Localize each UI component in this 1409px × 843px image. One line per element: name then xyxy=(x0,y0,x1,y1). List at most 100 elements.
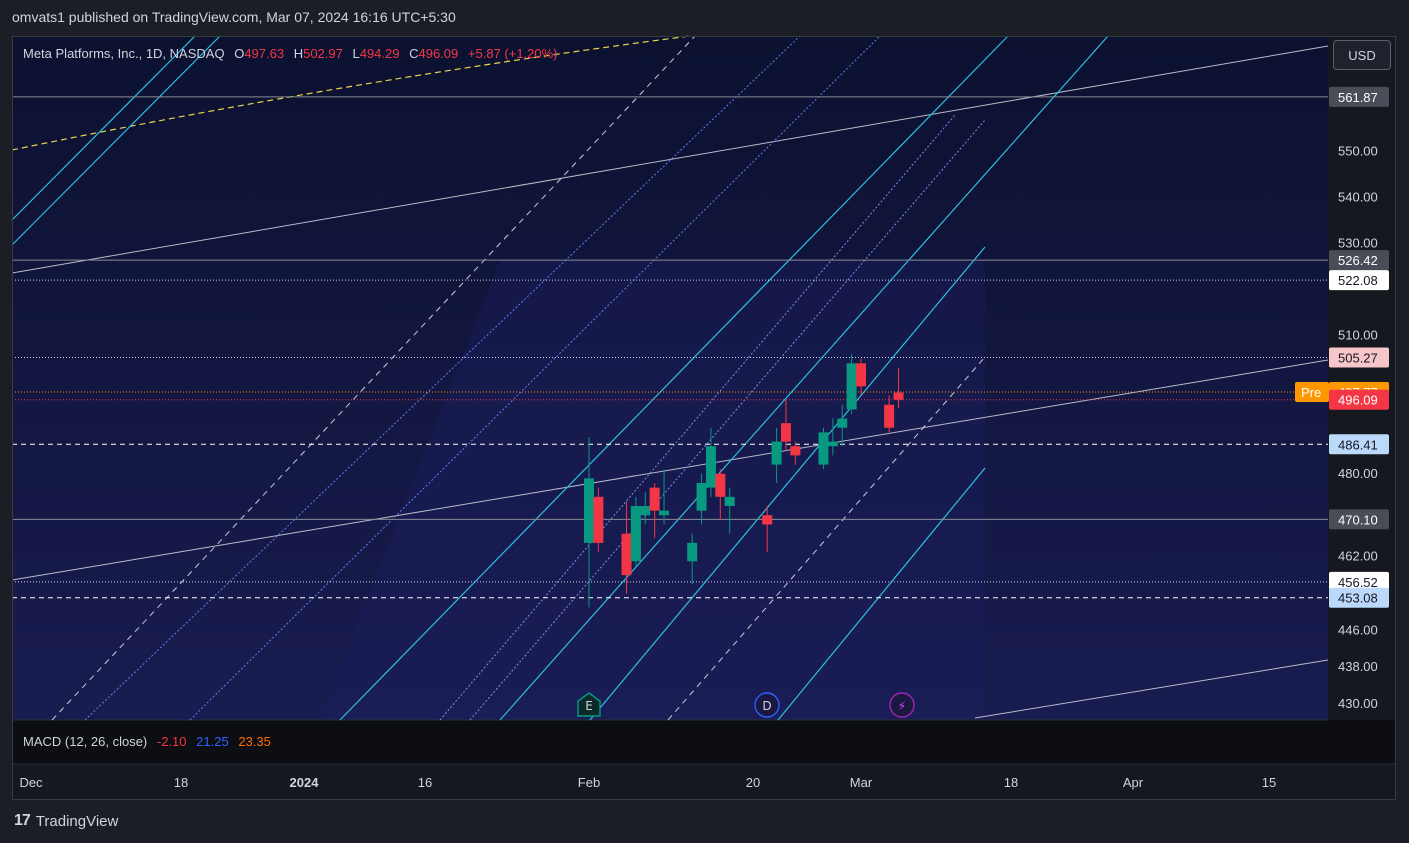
premarket-label: Pre xyxy=(1301,385,1321,400)
tradingview-brand[interactable]: 17 TradingView xyxy=(14,812,118,830)
premarket-badge xyxy=(1295,382,1329,403)
price-tag xyxy=(1329,347,1389,368)
date-tick-label: 2024 xyxy=(290,775,320,790)
event-markers: E D ⚡ xyxy=(577,692,915,718)
candle-body[interactable] xyxy=(715,473,726,497)
candle-body[interactable] xyxy=(584,478,594,543)
candle-body[interactable] xyxy=(762,515,773,525)
date-tick-label: 16 xyxy=(418,775,432,790)
macd-signal-value: 21.25 xyxy=(196,734,229,749)
currency-button[interactable]: USD xyxy=(1333,40,1391,70)
price-tick-label: 438.00 xyxy=(1338,659,1378,674)
earnings-icon[interactable]: E xyxy=(577,692,601,717)
high-value: 502.97 xyxy=(303,46,343,61)
candle-body[interactable] xyxy=(593,496,604,543)
date-ticks: Dec 18 2024 16 Feb 20 Mar 18 Apr 15 xyxy=(19,775,1276,790)
cyan-line-3 xyxy=(339,35,1009,721)
macd-pane xyxy=(12,720,1396,764)
date-tick-label: Feb xyxy=(578,775,600,790)
cyan-line-4 xyxy=(499,35,1109,721)
date-tick-label: 15 xyxy=(1262,775,1276,790)
candle-body[interactable] xyxy=(846,363,857,410)
close-label: C xyxy=(409,46,419,61)
candle-body[interactable] xyxy=(827,441,838,447)
trendline-drawings[interactable] xyxy=(11,35,1329,721)
price-tick-label: 550.00 xyxy=(1338,144,1378,159)
candle-body[interactable] xyxy=(884,404,895,428)
price-tag xyxy=(1329,587,1389,608)
price-tag-label: 486.41 xyxy=(1338,437,1378,452)
svg-text:D: D xyxy=(762,699,771,713)
price-tag xyxy=(1329,509,1389,530)
dotted-fan-2 xyxy=(189,35,881,721)
price-tag-label: 522.08 xyxy=(1338,273,1378,288)
macd-histogram-value: 23.35 xyxy=(238,734,271,749)
dashed-fan-2 xyxy=(667,356,986,721)
price-tag-label: 561.87 xyxy=(1338,90,1378,105)
close-value: 496.09 xyxy=(418,46,459,61)
date-tick-label: Mar xyxy=(850,775,873,790)
candle-body[interactable] xyxy=(696,483,707,511)
svg-text:E: E xyxy=(585,699,593,713)
change-value: +5.87 (+1.20%) xyxy=(467,46,558,61)
candle-body[interactable] xyxy=(780,423,791,442)
price-tick-label: 510.00 xyxy=(1338,328,1378,343)
dividend-icon[interactable]: D xyxy=(754,692,780,718)
open-label: O xyxy=(234,46,245,61)
price-tick-label: 446.00 xyxy=(1338,622,1378,637)
date-tick-label: 18 xyxy=(1004,775,1018,790)
price-tag-label: 456.52 xyxy=(1338,575,1378,590)
symbol-legend: Meta Platforms, Inc., 1D, NASDAQ O497.63… xyxy=(23,46,558,61)
open-value: 497.63 xyxy=(244,46,285,61)
split-icon[interactable]: ⚡ xyxy=(889,692,915,718)
candle-body[interactable] xyxy=(837,418,848,428)
candlesticks xyxy=(584,354,904,608)
cyan-line-2 xyxy=(11,35,221,246)
candle-body[interactable] xyxy=(771,441,782,465)
low-label: L xyxy=(352,46,360,61)
price-tags: 561.87526.42522.08505.27497.77Pre496.094… xyxy=(1295,86,1389,608)
price-tag-label: 505.27 xyxy=(1338,350,1378,365)
candle-body[interactable] xyxy=(705,446,716,488)
date-tick-label: 20 xyxy=(746,775,760,790)
publish-info: omvats1 published on TradingView.com, Ma… xyxy=(12,9,456,25)
candle-body[interactable] xyxy=(856,363,866,387)
tradingview-logo-icon: 17 xyxy=(14,812,31,829)
price-tag-label: 453.08 xyxy=(1338,591,1378,606)
candle-body[interactable] xyxy=(818,432,829,465)
date-tick-label: 18 xyxy=(174,775,188,790)
dashed-fan-1 xyxy=(51,35,696,721)
price-tag xyxy=(1329,389,1389,410)
candle-body[interactable] xyxy=(790,446,801,456)
macd-legend[interactable]: MACD (12, 26, close) -2.10 21.25 23.35 xyxy=(23,734,271,749)
macd-label: MACD (12, 26, close) xyxy=(23,734,148,749)
price-tag-label: 496.09 xyxy=(1338,393,1378,408)
symbol-title[interactable]: Meta Platforms, Inc., 1D, NASDAQ xyxy=(23,46,225,61)
dotted-fan-3 xyxy=(439,114,956,721)
candle-body[interactable] xyxy=(630,506,641,562)
cyan-line-1 xyxy=(11,35,196,221)
price-tick-label: 430.00 xyxy=(1338,696,1378,711)
candle-body[interactable] xyxy=(893,392,904,400)
candle-body[interactable] xyxy=(687,542,698,562)
price-tick-label: 540.00 xyxy=(1338,190,1378,205)
candle-body[interactable] xyxy=(649,487,660,511)
price-tag xyxy=(1329,250,1389,271)
trendline-upper xyxy=(11,45,1329,274)
candle-body[interactable] xyxy=(621,533,632,576)
price-ticks: 430.00 438.00 446.00 462.00 480.00 510.00 530.… xyxy=(1338,144,1378,711)
price-tag xyxy=(1329,270,1389,291)
svg-text:⚡: ⚡ xyxy=(898,699,906,713)
candle-body[interactable] xyxy=(724,496,735,507)
price-tag-label: 526.42 xyxy=(1338,253,1378,268)
horizontal-levels xyxy=(12,96,1328,599)
date-tick-label: Dec xyxy=(19,775,43,790)
chart-frame xyxy=(12,36,1396,800)
candle-body[interactable] xyxy=(659,510,670,516)
price-tag xyxy=(1329,86,1389,107)
price-tag-label: 470.10 xyxy=(1338,512,1378,527)
price-tick-label: 480.00 xyxy=(1338,466,1378,481)
candle-body[interactable] xyxy=(640,506,651,516)
high-label: H xyxy=(293,46,304,61)
